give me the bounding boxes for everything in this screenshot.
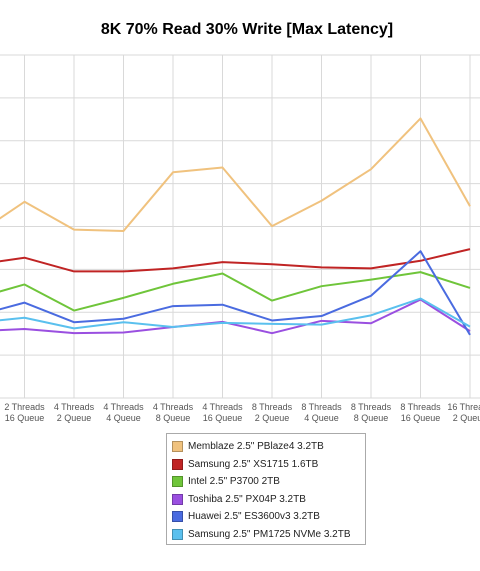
legend-label: Samsung 2.5" PM1725 NVMe 3.2TB bbox=[188, 528, 351, 540]
chart-title: 8K 70% Read 30% Write [Max Latency] bbox=[101, 21, 393, 38]
legend-swatch bbox=[172, 511, 183, 523]
legend-swatch bbox=[172, 528, 183, 540]
series-line-5 bbox=[0, 297, 471, 330]
legend-item: Samsung 2.5" PM1725 NVMe 3.2TB bbox=[172, 526, 365, 544]
series-layer bbox=[0, 117, 471, 336]
legend-item: Memblaze 2.5" PBlaze4 3.2TB bbox=[172, 438, 365, 456]
legend-item: Toshiba 2.5" PX04P 3.2TB bbox=[172, 491, 365, 509]
legend-item: Samsung 2.5" XS1715 1.6TB bbox=[172, 456, 365, 474]
series-line-4 bbox=[0, 250, 471, 336]
legend: Memblaze 2.5" PBlaze4 3.2TB Samsung 2.5" … bbox=[166, 433, 366, 545]
legend-swatch bbox=[172, 441, 183, 453]
grid bbox=[0, 54, 480, 399]
series-line-3 bbox=[0, 298, 471, 335]
legend-item: Huawei 2.5" ES3600v3 3.2TB bbox=[172, 508, 365, 526]
legend-label: Huawei 2.5" ES3600v3 3.2TB bbox=[188, 511, 320, 523]
x-tick-label: 4 Threads 16 Queue bbox=[202, 402, 243, 423]
legend-label: Toshiba 2.5" PX04P 3.2TB bbox=[188, 493, 306, 505]
legend-label: Memblaze 2.5" PBlaze4 3.2TB bbox=[188, 441, 324, 453]
x-tick-label: 4 Threads 4 Queue bbox=[103, 402, 144, 423]
x-tick-label: 4 Threads 2 Queue bbox=[54, 402, 95, 423]
x-tick-label: 8 Threads 2 Queue bbox=[252, 402, 293, 423]
legend-swatch bbox=[172, 476, 183, 488]
legend-swatch bbox=[172, 493, 183, 505]
x-tick-label: 8 Threads 16 Queue bbox=[400, 402, 441, 423]
x-tick-label: 8 Threads 8 Queue bbox=[351, 402, 392, 423]
legend-label: Intel 2.5" P3700 2TB bbox=[188, 476, 280, 488]
x-tick-label: 4 Threads 8 Queue bbox=[153, 402, 194, 423]
legend-swatch bbox=[172, 458, 183, 470]
series-line-2 bbox=[0, 271, 471, 312]
series-line-0 bbox=[0, 117, 471, 232]
legend-label: Samsung 2.5" XS1715 1.6TB bbox=[188, 458, 319, 470]
x-tick-label: 2 Threads 16 Queue bbox=[4, 402, 45, 423]
legend-item: Intel 2.5" P3700 2TB bbox=[172, 473, 365, 491]
series-line-1 bbox=[0, 248, 471, 273]
x-tick-label: 8 Threads 4 Queue bbox=[301, 402, 342, 423]
